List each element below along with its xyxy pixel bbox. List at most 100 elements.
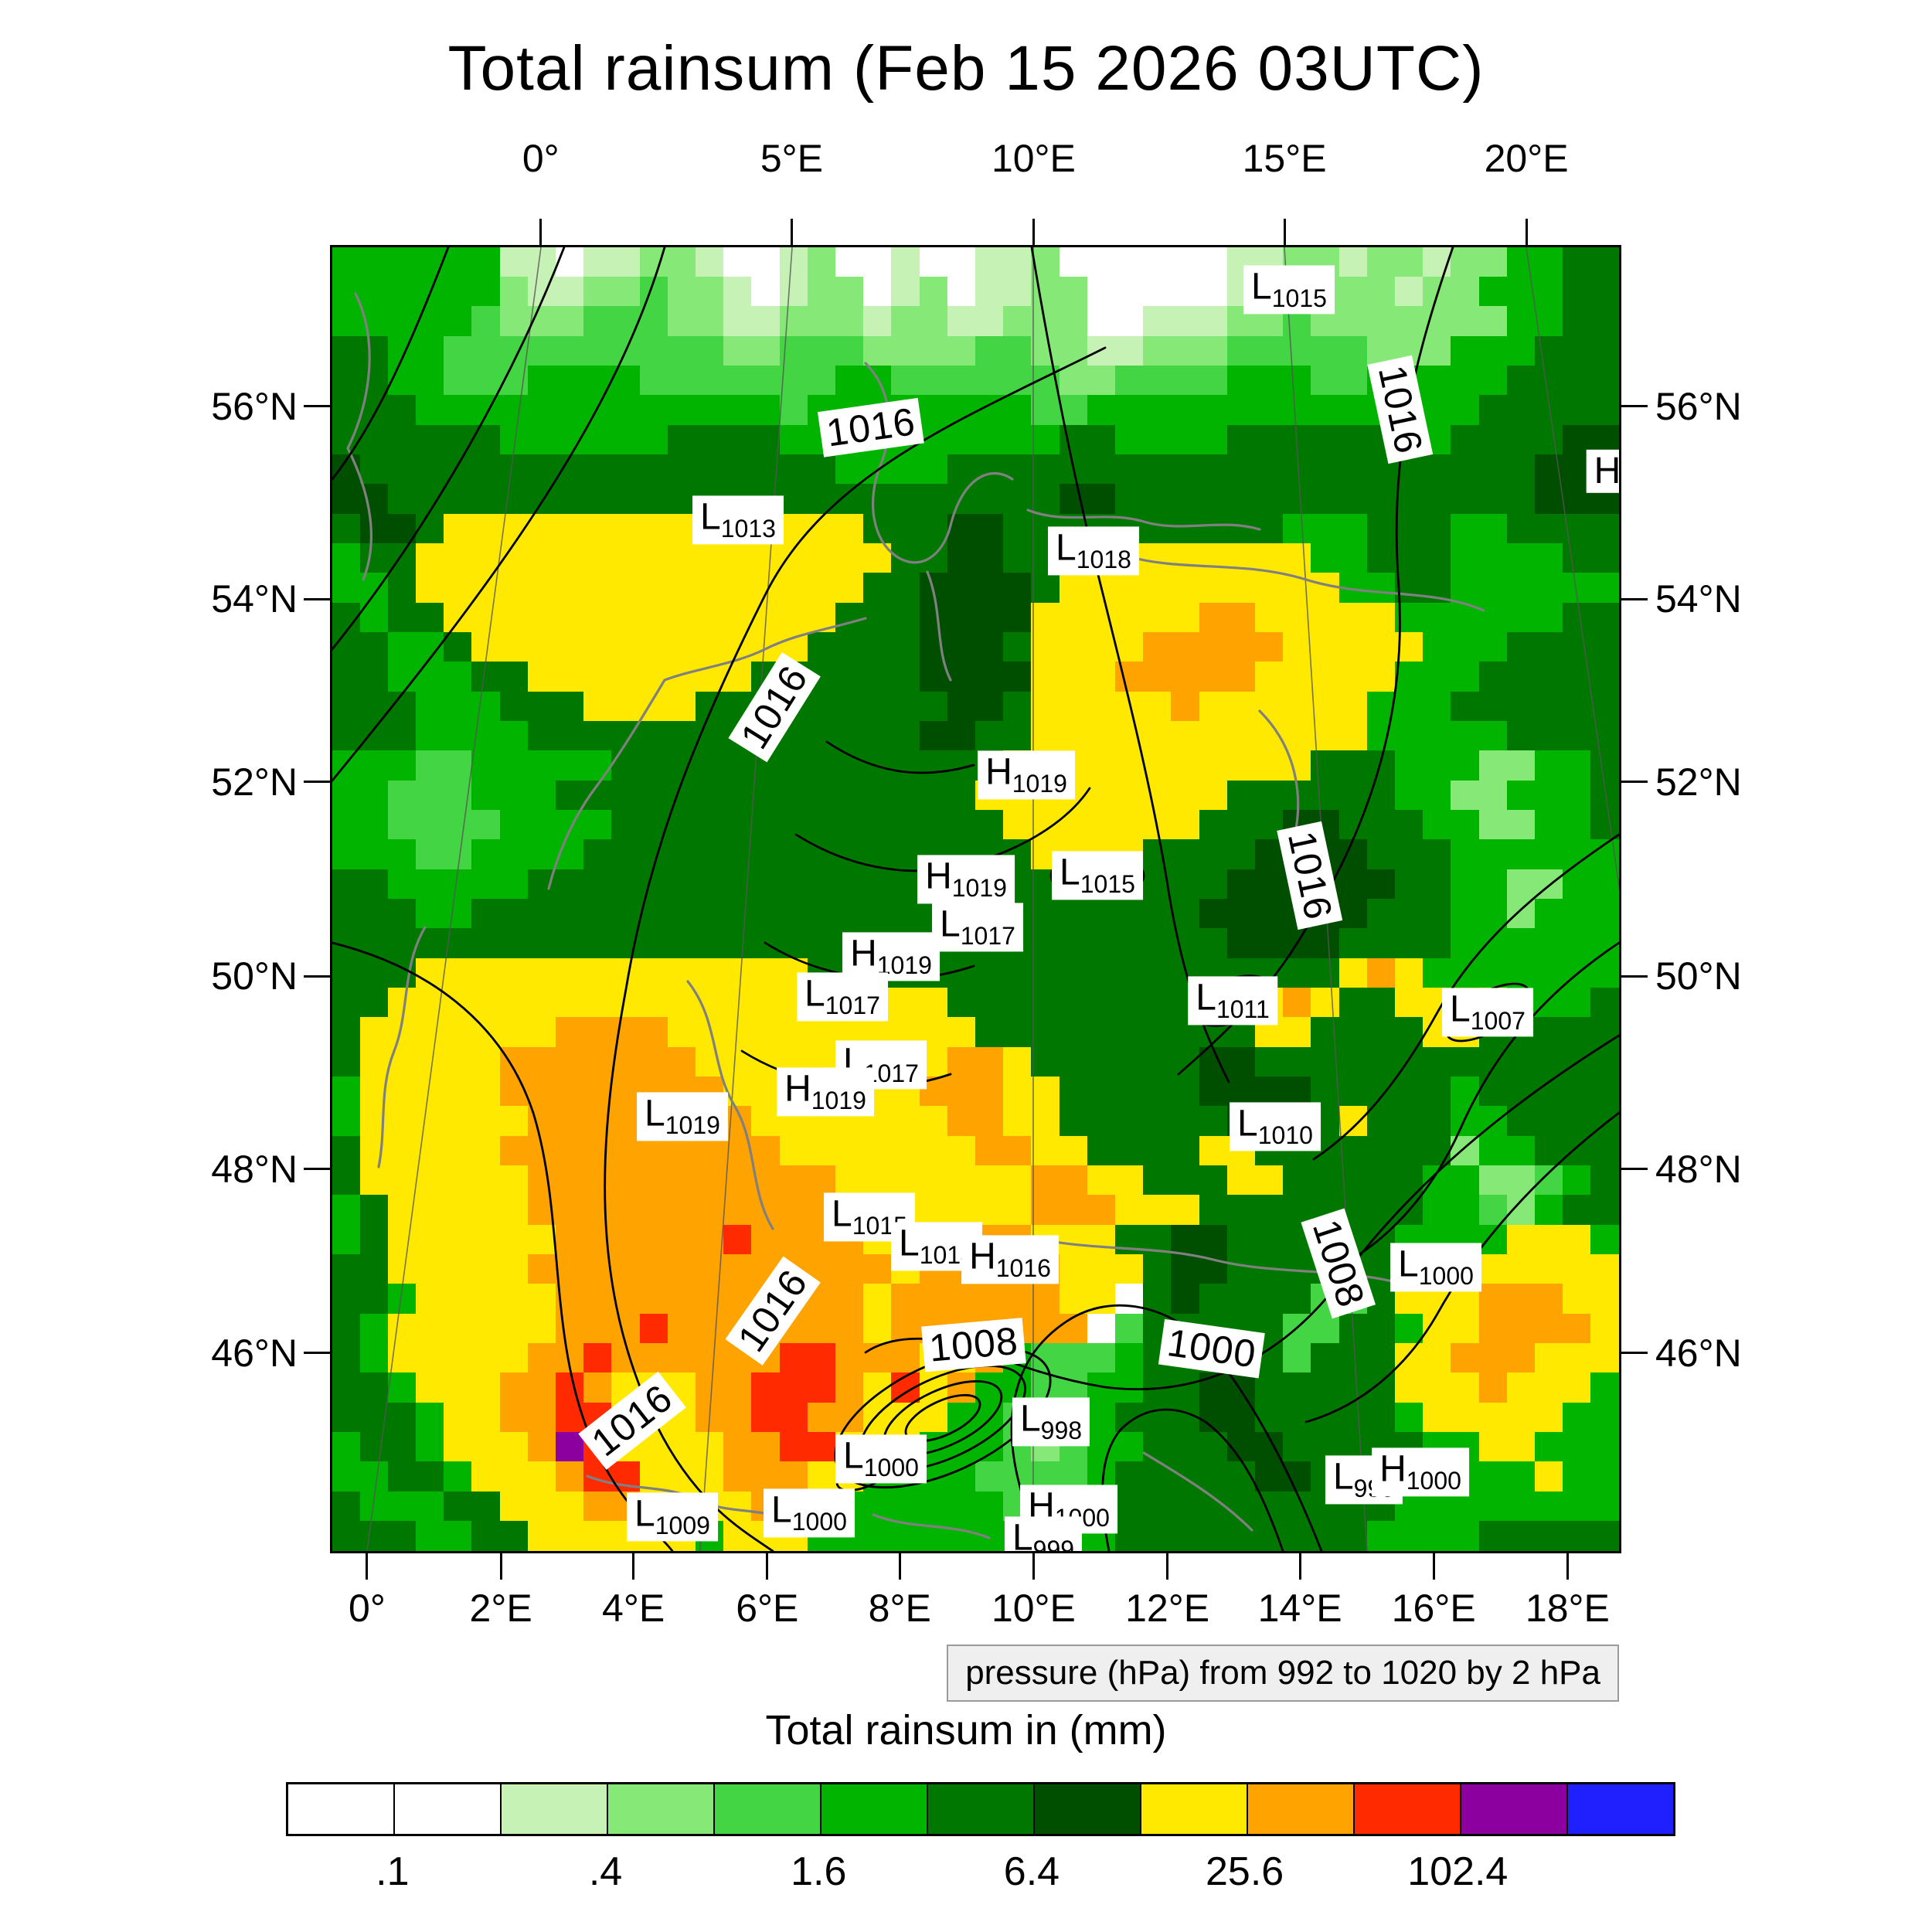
- legend-color-cell: [1035, 1784, 1141, 1834]
- pressure-center-label: L1009: [627, 1492, 718, 1542]
- legend-color-cell: [928, 1784, 1035, 1834]
- axis-tick: [1566, 1551, 1569, 1580]
- legend-color-cell: [821, 1784, 928, 1834]
- axis-label-left: 50°N: [211, 954, 298, 998]
- legend-tick-label: 1.6: [791, 1849, 847, 1894]
- axis-label-left: 48°N: [211, 1147, 298, 1191]
- axis-tick: [1619, 1352, 1648, 1355]
- contour-value-label: 1008: [921, 1318, 1026, 1372]
- pressure-center-label: L1007: [1442, 988, 1533, 1037]
- axis-label-top: 5°E: [760, 137, 823, 180]
- axis-tick: [1032, 1551, 1035, 1580]
- axis-tick: [304, 1352, 332, 1355]
- axis-label-bottom: 8°E: [868, 1587, 931, 1630]
- legend-tick-label: 25.6: [1206, 1849, 1284, 1894]
- legend-color-cell: [715, 1784, 821, 1834]
- legend-color-cell: [1248, 1784, 1355, 1834]
- pressure-center-label: L1010: [1230, 1102, 1321, 1151]
- legend-colorbar: [286, 1782, 1675, 1836]
- legend-color-cell: [608, 1784, 715, 1834]
- axis-tick: [1619, 405, 1648, 408]
- axis-tick: [1166, 1551, 1169, 1580]
- axis-tick: [499, 1551, 502, 1580]
- axis-tick: [1298, 1551, 1301, 1580]
- axis-tick: [766, 1551, 769, 1580]
- axis-tick: [304, 975, 332, 978]
- pressure-center-label: H1019: [917, 855, 1015, 904]
- pressure-center-label: L1000: [835, 1434, 927, 1484]
- axis-label-bottom: 6°E: [736, 1587, 799, 1630]
- axis-label-bottom: 14°E: [1257, 1587, 1342, 1630]
- plot-title: Total rainsum (Feb 15 2026 03UTC): [447, 33, 1485, 104]
- pressure-center-label: L1000: [1390, 1243, 1481, 1292]
- axis-tick: [304, 597, 332, 600]
- legend-color-cell: [1568, 1784, 1673, 1834]
- axis-tick: [898, 1551, 901, 1580]
- axis-tick: [1619, 975, 1648, 978]
- legend-color-cell: [288, 1784, 395, 1834]
- axis-tick: [1283, 219, 1286, 247]
- axis-label-top: 10°E: [991, 137, 1076, 180]
- pressure-center-label: L1017: [932, 903, 1023, 952]
- pressure-center-label: H1016: [961, 1235, 1059, 1284]
- pressure-center-label: L1013: [692, 495, 784, 545]
- pressure-center-label: L1011: [1188, 976, 1277, 1026]
- axis-tick: [1619, 1168, 1648, 1171]
- axis-label-bottom: 12°E: [1125, 1587, 1210, 1630]
- legend-color-cell: [1141, 1784, 1248, 1834]
- axis-label-left: 54°N: [211, 577, 298, 621]
- legend-tick-label: 6.4: [1003, 1849, 1060, 1894]
- axis-label-bottom: 4°E: [602, 1587, 665, 1630]
- rain-map: L1015 1016 1016 H L1013 L1018 1016 H1019 H1019 L1…: [332, 247, 1619, 1551]
- pressure-center-label: L1015: [1243, 265, 1335, 315]
- axis-label-bottom: 2°E: [469, 1587, 532, 1630]
- pressure-center-label: H1019: [777, 1067, 874, 1117]
- axis-tick: [790, 219, 793, 247]
- axis-tick: [304, 1168, 332, 1171]
- legend-tick-label: 102.4: [1407, 1849, 1509, 1894]
- axis-label-right: 52°N: [1655, 760, 1742, 804]
- axis-tick: [1032, 219, 1035, 247]
- axis-label-left: 56°N: [211, 384, 298, 428]
- axis-tick: [632, 1551, 635, 1580]
- pressure-center-label: H1000: [1372, 1447, 1469, 1497]
- legend-color-cell: [395, 1784, 502, 1834]
- pressure-center-label: L1019: [637, 1092, 728, 1141]
- axis-tick: [1432, 1551, 1435, 1580]
- axis-tick: [1619, 597, 1648, 600]
- axis-tick: [304, 781, 332, 784]
- axis-tick: [366, 1551, 369, 1580]
- axis-label-top: 0°: [522, 137, 560, 180]
- axis-label-bottom: 18°E: [1525, 1587, 1610, 1630]
- axis-label-right: 46°N: [1655, 1331, 1742, 1375]
- legend-tick-label: .1: [376, 1849, 410, 1894]
- legend-color-cell: [1355, 1784, 1461, 1834]
- axis-tick: [539, 219, 543, 247]
- legend-color-cell: [1461, 1784, 1568, 1834]
- legend-color-cell: [502, 1784, 608, 1834]
- pressure-center-label: L1000: [764, 1488, 855, 1538]
- pressure-center-label: L999: [1004, 1516, 1083, 1551]
- pressure-center-label: L1018: [1048, 526, 1139, 576]
- axis-tick: [1619, 781, 1648, 784]
- axis-label-bottom: 0°: [349, 1587, 386, 1630]
- axis-label-right: 48°N: [1655, 1147, 1742, 1191]
- axis-label-left: 52°N: [211, 760, 298, 804]
- pressure-center-label: H1019: [978, 750, 1075, 800]
- pressure-center-label: L1015: [1052, 851, 1143, 900]
- axis-label-bottom: 16°E: [1391, 1587, 1476, 1630]
- pressure-center-label: L1017: [797, 972, 888, 1022]
- pressure-caption: pressure (hPa) from 992 to 1020 by 2 hPa: [947, 1645, 1619, 1702]
- axis-label-top: 15°E: [1242, 137, 1327, 180]
- axis-label-right: 54°N: [1655, 577, 1742, 621]
- pressure-center-label: L998: [1012, 1397, 1090, 1447]
- axis-label-right: 56°N: [1655, 384, 1742, 428]
- pressure-center-label: H: [1586, 449, 1619, 494]
- axis-label-bottom: 10°E: [991, 1587, 1076, 1630]
- axis-label-top: 20°E: [1484, 137, 1569, 180]
- legend-tick-label: .4: [588, 1849, 623, 1894]
- legend-title: Total rainsum in (mm): [765, 1707, 1167, 1753]
- axis-label-left: 46°N: [211, 1331, 298, 1375]
- axis-tick: [304, 405, 332, 408]
